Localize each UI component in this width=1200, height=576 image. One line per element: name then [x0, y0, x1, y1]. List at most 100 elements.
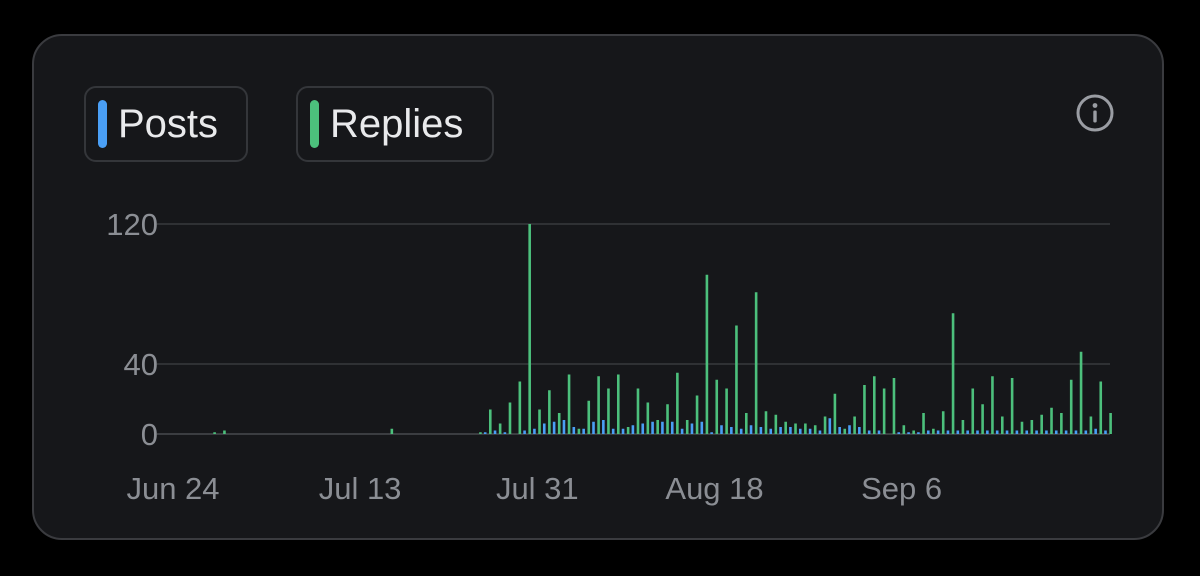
- replies-bar: [695, 395, 699, 434]
- replies-bar: [991, 376, 994, 434]
- replies-bar: [548, 390, 551, 434]
- replies-bar: [508, 402, 512, 434]
- posts-bar: [877, 430, 881, 434]
- replies-bar: [833, 393, 837, 434]
- x-tick-label: Jul 31: [496, 471, 579, 506]
- y-tick-label: 120: [106, 207, 158, 242]
- posts-bar: [828, 418, 832, 434]
- posts-bar: [848, 425, 851, 434]
- replies-bar: [1060, 413, 1063, 434]
- replies-bar: [498, 423, 502, 434]
- replies-bar: [715, 379, 719, 434]
- posts-bar: [552, 421, 556, 434]
- posts-bar: [523, 430, 526, 434]
- posts-bar: [946, 430, 950, 434]
- replies-bar: [1099, 381, 1103, 434]
- posts-bar: [572, 427, 576, 434]
- replies-bar: [1069, 379, 1073, 434]
- replies-bar: [863, 385, 866, 434]
- replies-bar: [744, 413, 748, 434]
- replies-bar: [932, 428, 935, 434]
- posts-bar: [769, 428, 773, 434]
- replies-bar: [961, 420, 965, 434]
- replies-bar: [223, 430, 226, 434]
- replies-bar: [1109, 413, 1112, 434]
- replies-bar: [981, 404, 984, 434]
- replies-bar: [626, 427, 630, 434]
- posts-bar: [956, 430, 960, 434]
- replies-bar: [488, 409, 492, 434]
- posts-bar: [670, 421, 674, 434]
- replies-bar: [872, 376, 876, 434]
- replies-bar: [882, 388, 886, 434]
- replies-bar: [804, 423, 807, 434]
- posts-bar: [1104, 430, 1107, 434]
- posts-bar: [730, 427, 733, 434]
- posts-bar: [621, 428, 625, 434]
- posts-bar: [483, 432, 487, 434]
- posts-bar: [582, 428, 585, 434]
- legend-toggle-replies[interactable]: Replies: [296, 86, 494, 162]
- replies-bar: [646, 402, 650, 434]
- posts-bar: [1025, 430, 1029, 434]
- posts-bar: [867, 430, 871, 434]
- replies-bar: [518, 381, 522, 434]
- replies-bar: [666, 404, 669, 434]
- posts-bar: [602, 420, 605, 434]
- legend-toggle-posts[interactable]: Posts: [84, 86, 248, 162]
- posts-bar: [1064, 430, 1068, 434]
- posts-bar: [710, 432, 713, 434]
- replies-bar: [213, 432, 216, 434]
- legend-label-replies: Replies: [330, 102, 464, 146]
- replies-bar: [636, 388, 640, 434]
- posts-bar: [493, 430, 497, 434]
- posts-bar: [1045, 430, 1048, 434]
- replies-bar: [705, 274, 709, 434]
- replies-bar: [892, 378, 896, 434]
- posts-bar: [779, 427, 782, 434]
- posts-bar: [1074, 430, 1078, 434]
- posts-bar: [700, 421, 704, 434]
- replies-bar: [1030, 420, 1034, 434]
- posts-bar: [818, 430, 822, 434]
- posts-bar: [759, 427, 763, 434]
- x-tick-label: Jul 13: [319, 471, 402, 506]
- replies-bar: [813, 425, 817, 434]
- posts-bar: [503, 432, 507, 434]
- replies-bar: [1000, 416, 1004, 434]
- replies-bar: [557, 413, 561, 434]
- posts-bar: [1015, 430, 1019, 434]
- posts-swatch: [98, 100, 107, 148]
- posts-bar: [542, 423, 546, 434]
- posts-bar: [720, 425, 723, 434]
- replies-bar: [922, 413, 925, 434]
- replies-bar: [1020, 421, 1024, 434]
- posts-bar: [858, 427, 861, 434]
- posts-bar: [966, 430, 969, 434]
- replies-bar: [784, 421, 787, 434]
- posts-bar: [562, 420, 566, 434]
- replies-bar: [764, 411, 768, 434]
- replies-bar: [902, 425, 906, 434]
- replies-bar: [735, 325, 738, 434]
- replies-bar: [616, 374, 620, 434]
- x-tick-label: Jun 24: [126, 471, 219, 506]
- posts-bar: [661, 421, 664, 434]
- replies-bar: [971, 388, 975, 434]
- replies-bar: [843, 428, 847, 434]
- replies-bar: [685, 420, 689, 434]
- posts-bar: [995, 430, 999, 434]
- posts-bar: [986, 430, 989, 434]
- replies-bar: [676, 372, 679, 434]
- posts-bar: [1094, 428, 1097, 434]
- replies-bar: [1089, 416, 1093, 434]
- replies-bar: [577, 428, 581, 434]
- info-icon[interactable]: [1074, 92, 1116, 134]
- posts-bar: [690, 423, 694, 434]
- posts-bar: [1054, 430, 1058, 434]
- replies-bar: [479, 432, 482, 434]
- replies-bar: [725, 388, 728, 434]
- replies-bar: [538, 409, 541, 434]
- replies-bar: [951, 313, 955, 434]
- posts-bar: [533, 428, 536, 434]
